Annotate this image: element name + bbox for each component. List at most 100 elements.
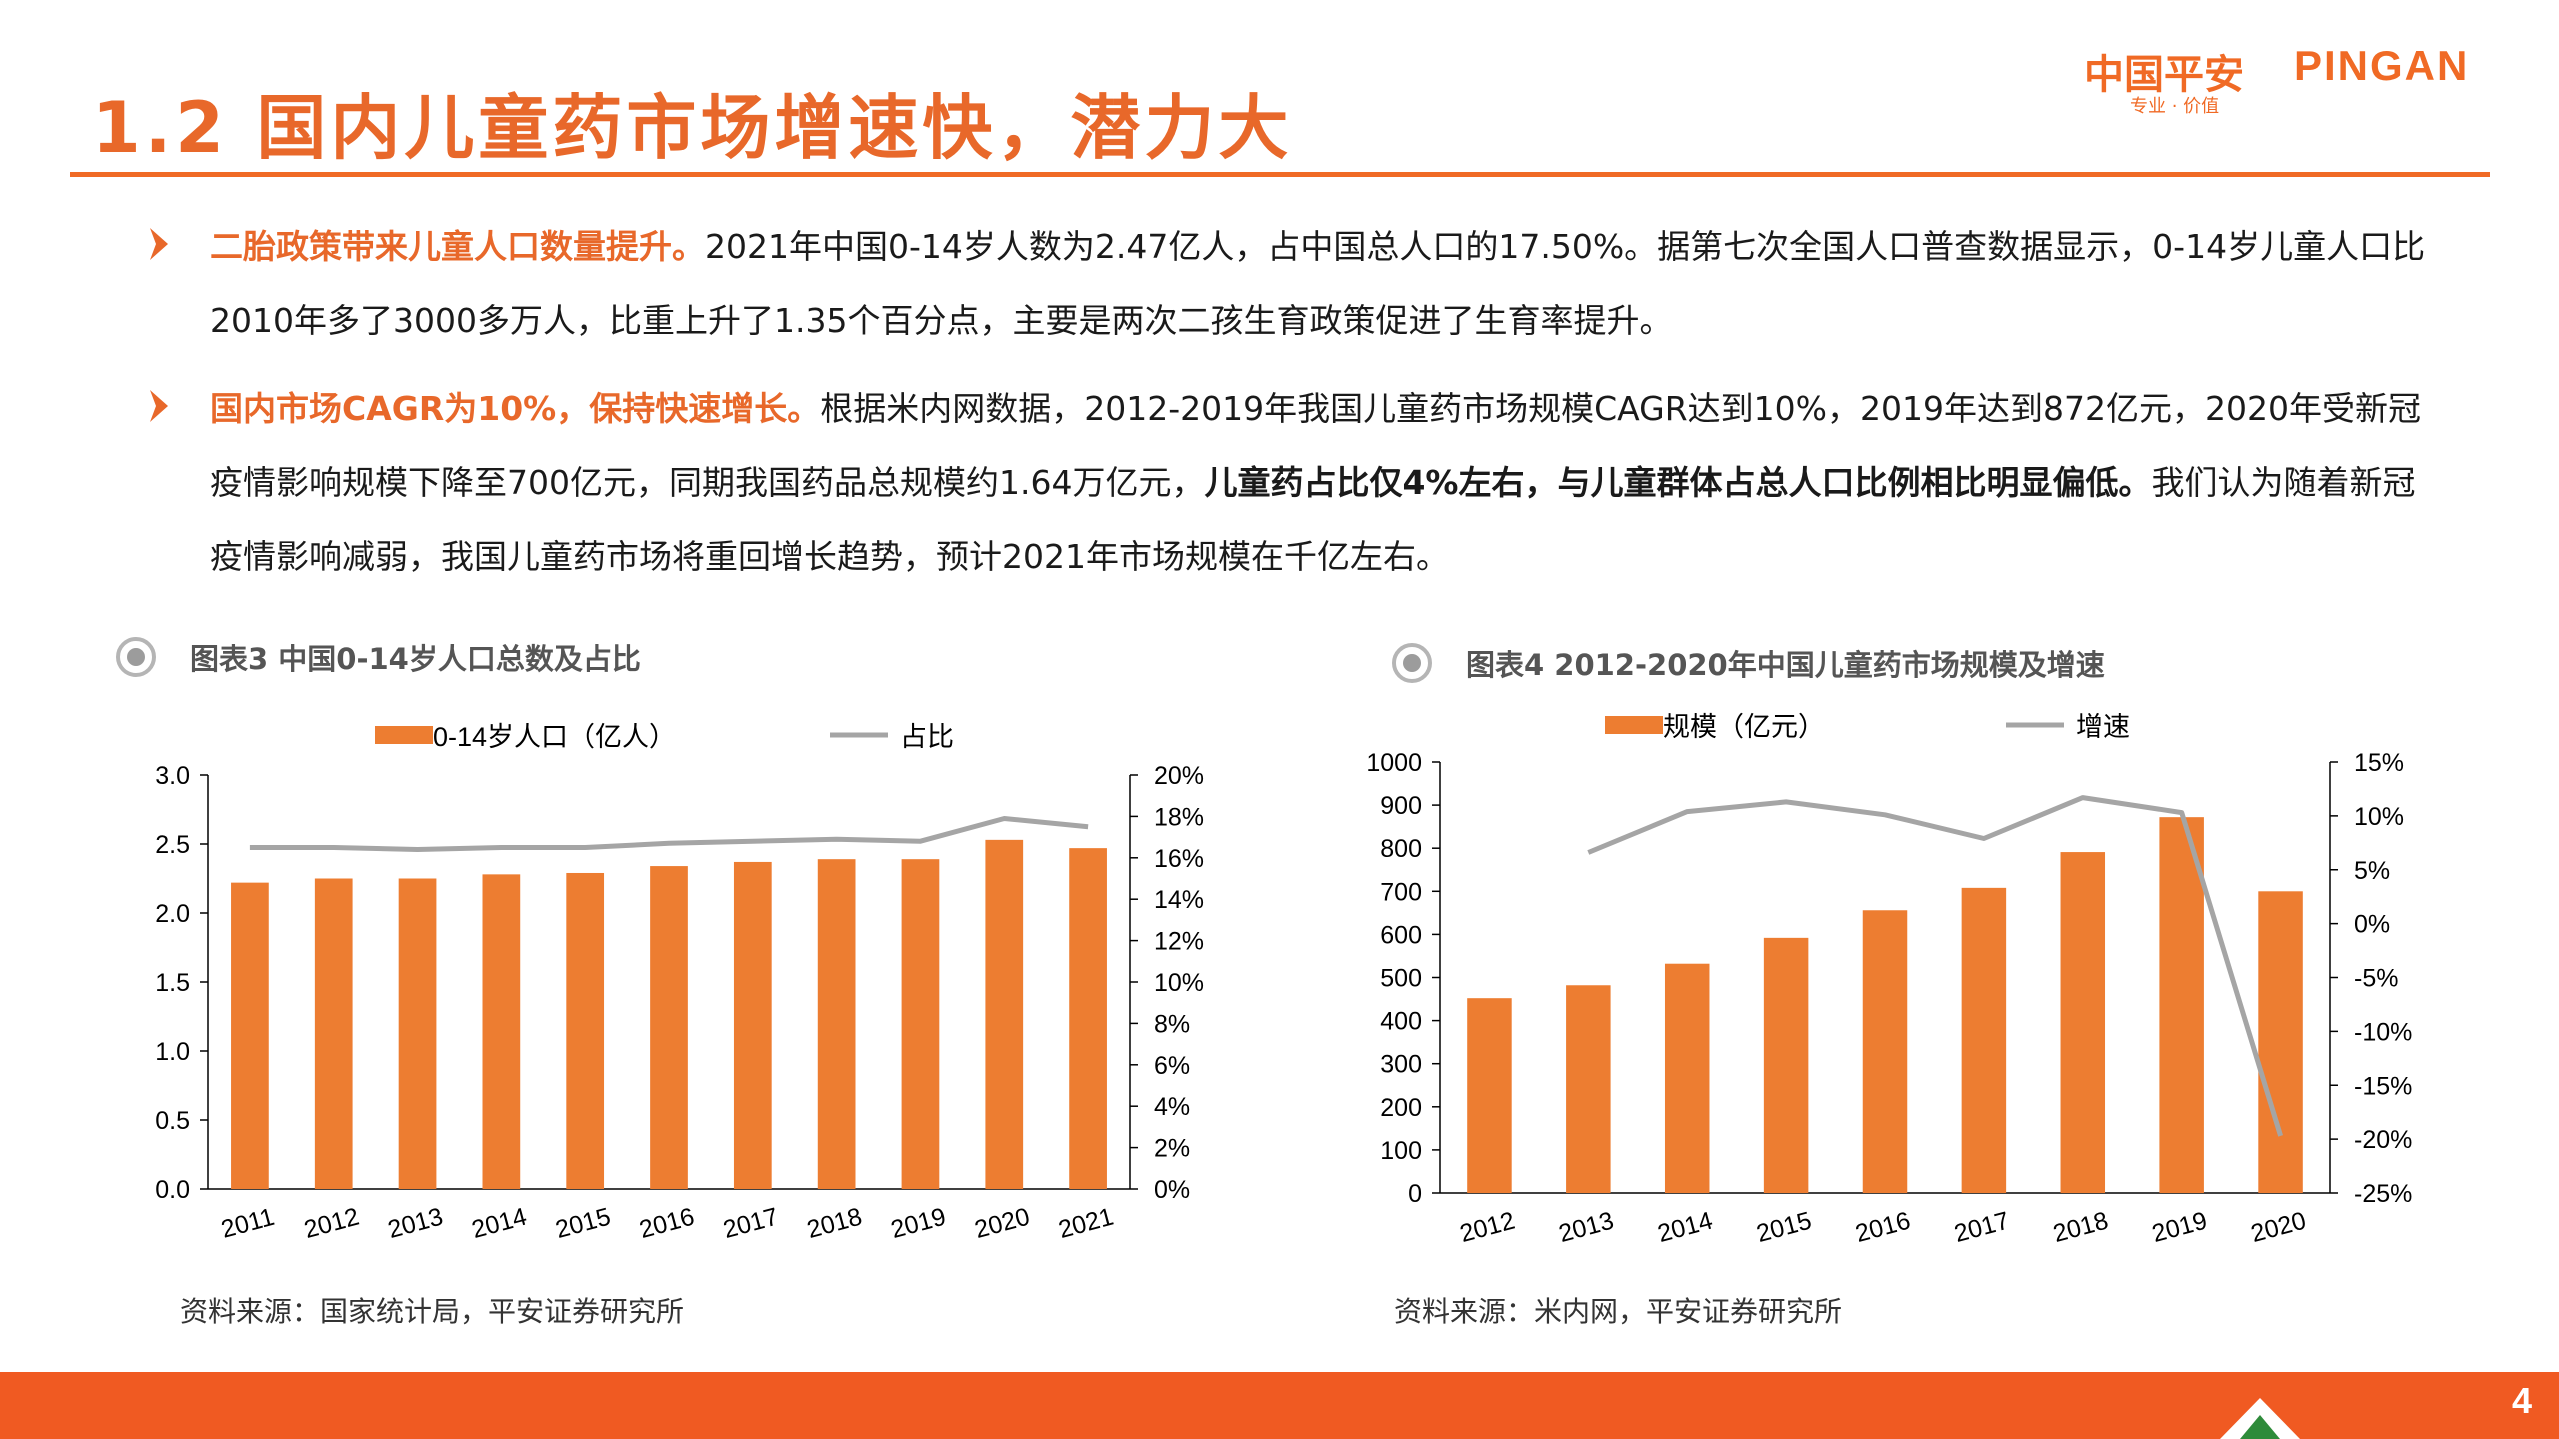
footer-mountain-inner-icon [2240, 1415, 2280, 1439]
chart4-left-tick-label: 400 [1380, 1008, 1422, 1036]
chart4-x-tick-label: 2017 [1951, 1207, 2012, 1248]
chart3-x-tick-label: 2017 [720, 1203, 781, 1244]
title-divider [70, 172, 2490, 177]
chart3-bar [733, 861, 772, 1189]
chart4-right-tick-label: -25% [2354, 1180, 2412, 1208]
chart3-x-tick-label: 2021 [1056, 1203, 1117, 1244]
bullet-bold-text: 儿童药占比仅4%左右，与儿童群体占总人口比例相比明显偏低。 [1204, 463, 2152, 502]
chart3-right-tick-label: 12% [1154, 928, 1204, 956]
page-title: 1.2 国内儿童药市场增速快，潜力大 [92, 87, 1293, 169]
chart4-left-tick-label: 600 [1380, 921, 1422, 949]
chart4-bar [1961, 887, 2007, 1193]
chart3-right-tick-label: 10% [1154, 969, 1204, 997]
chart3-bar [1069, 848, 1107, 1189]
chart3-bar [985, 839, 1024, 1189]
chart4-line-series [1587, 795, 2283, 1137]
chart4-caption: 图表4 2012-2020年中国儿童药市场规模及增速 [1466, 648, 2105, 682]
chart4-right-tick-label: -20% [2354, 1126, 2412, 1154]
chart3-left-tick-label: 0.0 [155, 1176, 190, 1204]
chart3-bar [314, 878, 353, 1189]
chart3-x-tick-label: 2012 [301, 1203, 362, 1244]
chart3-line-series [249, 816, 1089, 852]
chart4-legend-line-label: 增速 [2076, 712, 2130, 742]
chart3-x-tick-label: 2019 [888, 1203, 949, 1244]
chart4-bar [2258, 891, 2303, 1193]
bullet-paragraph: 国内市场CAGR为10%，保持快速增长。根据米内网数据，2012-2019年我国… [210, 372, 2438, 594]
page-number: 4 [2512, 1380, 2533, 1421]
chart3-right-tick-label: 0% [1154, 1176, 1190, 1204]
chart3-bar [398, 878, 437, 1189]
chart3-legend-line-label: 占比 [900, 722, 954, 752]
chart4-left-tick-label: 0 [1408, 1180, 1422, 1208]
chart4-right-tick-label: 5% [2354, 857, 2390, 885]
chart3-bar [650, 866, 688, 1189]
chart3-left-tick-label: 2.0 [155, 900, 190, 928]
chart3-bar [566, 872, 605, 1189]
chart3-right-tick-label: 14% [1154, 886, 1204, 914]
chart3-right-tick-label: 20% [1154, 762, 1204, 790]
chart4-right-tick-label: 0% [2354, 911, 2390, 939]
chart4-header: 图表4 2012-2020年中国儿童药市场规模及增速 [1392, 642, 2105, 684]
pingan-logo: 中国平安 PINGAN 专业 · 价值 [2084, 42, 2504, 122]
chart4-left-tick-label: 300 [1380, 1051, 1422, 1079]
chart3-right-tick-label: 8% [1154, 1010, 1190, 1038]
bullet-text: 2021年中国0-14岁人数为2.47亿人，占中国总人口的17.50%。据第七次… [210, 227, 2426, 340]
arrow-bullet-icon [150, 390, 168, 422]
chart4-x-tick-label: 2019 [2149, 1207, 2210, 1248]
footer-bar [0, 1372, 2559, 1439]
chart3-source: 资料来源：国家统计局，平安证券研究所 [180, 1295, 685, 1328]
chart4-left-tick-label: 700 [1380, 878, 1422, 906]
chart3-legend-bar-label: 0-14岁人口（亿人） [433, 722, 676, 752]
chart4-x-tick-label: 2013 [1556, 1207, 1617, 1248]
chart3-right-tick-label: 6% [1154, 1052, 1190, 1080]
chart3-population: 0.0 0.5 1.0 1.5 2.0 2.5 3.0 0% 2% 4% 6% 8% 10% 12% 14%… [155, 722, 1204, 1244]
chart4-x-tick-label: 2018 [2050, 1207, 2111, 1248]
chart4-left-tick-label: 500 [1380, 965, 1422, 993]
chart3-x-tick-label: 2018 [804, 1203, 865, 1244]
chart3-x-tick-label: 2011 [218, 1203, 277, 1244]
chart4-left-tick-label: 800 [1380, 835, 1422, 863]
bullet-highlight: 国内市场CAGR为10%，保持快速增长。 [210, 389, 821, 428]
logo-tagline: 专业 · 价值 [2130, 96, 2220, 117]
chart3-right-tick-label: 18% [1154, 803, 1204, 831]
chart4-left-tick-label: 1000 [1366, 749, 1422, 777]
chart4-left-tick-label: 200 [1380, 1094, 1422, 1122]
chart4-x-tick-label: 2020 [2248, 1207, 2309, 1248]
chart4-bar [2159, 817, 2204, 1193]
chart4-bar [1862, 910, 1908, 1193]
chart3-x-tick-label: 2013 [385, 1203, 446, 1244]
chart3-right-tick-label: 2% [1154, 1135, 1190, 1163]
chart4-bar [1566, 985, 1611, 1193]
chart4-x-tick-label: 2012 [1457, 1207, 1518, 1248]
radio-bullet-icon [1392, 643, 1432, 683]
chart3-right-tick-label: 4% [1154, 1093, 1190, 1121]
bullet-text: 我们认为随着新冠疫情影响减弱，我国儿童药市场将重回增长趋势，预计2021年市场规… [210, 463, 2416, 576]
radio-bullet-icon [116, 637, 156, 677]
chart4-right-tick-label: -10% [2354, 1018, 2412, 1046]
chart3-left-tick-label: 1.0 [155, 1038, 190, 1066]
chart4-left-tick-label: 900 [1380, 792, 1422, 820]
chart3-x-tick-label: 2014 [469, 1203, 530, 1244]
chart4-right-tick-label: 10% [2354, 803, 2404, 831]
chart4-bar [1763, 937, 1809, 1193]
chart3-legend-bar-swatch [375, 726, 433, 744]
chart4-x-tick-label: 2016 [1852, 1207, 1913, 1248]
chart3-bar [817, 859, 856, 1189]
chart3-header: 图表3 中国0-14岁人口总数及占比 [116, 636, 641, 678]
chart3-left-tick-label: 1.5 [155, 969, 190, 997]
bullet-item: 二胎政策带来儿童人口数量提升。2021年中国0-14岁人数为2.47亿人，占中国… [148, 210, 2438, 358]
bullet-paragraph: 二胎政策带来儿童人口数量提升。2021年中国0-14岁人数为2.47亿人，占中国… [210, 210, 2438, 358]
chart4-left-tick-label: 100 [1380, 1137, 1422, 1165]
chart4-bar [1467, 998, 1512, 1193]
chart4-legend-bar-swatch [1605, 716, 1663, 734]
chart4-right-tick-label: -15% [2354, 1072, 2412, 1100]
chart4-bar [1664, 963, 1710, 1193]
chart3-right-tick-label: 16% [1154, 845, 1204, 873]
chart3-caption: 图表3 中国0-14岁人口总数及占比 [190, 642, 641, 676]
chart4-right-tick-label: 15% [2354, 749, 2404, 777]
chart4-source: 资料来源：米内网，平安证券研究所 [1394, 1295, 1843, 1328]
chart3-x-tick-label: 2015 [553, 1203, 614, 1244]
chart3-bar [231, 882, 269, 1189]
logo-english: PINGAN [2294, 42, 2470, 89]
chart3-left-tick-label: 2.5 [155, 831, 190, 859]
